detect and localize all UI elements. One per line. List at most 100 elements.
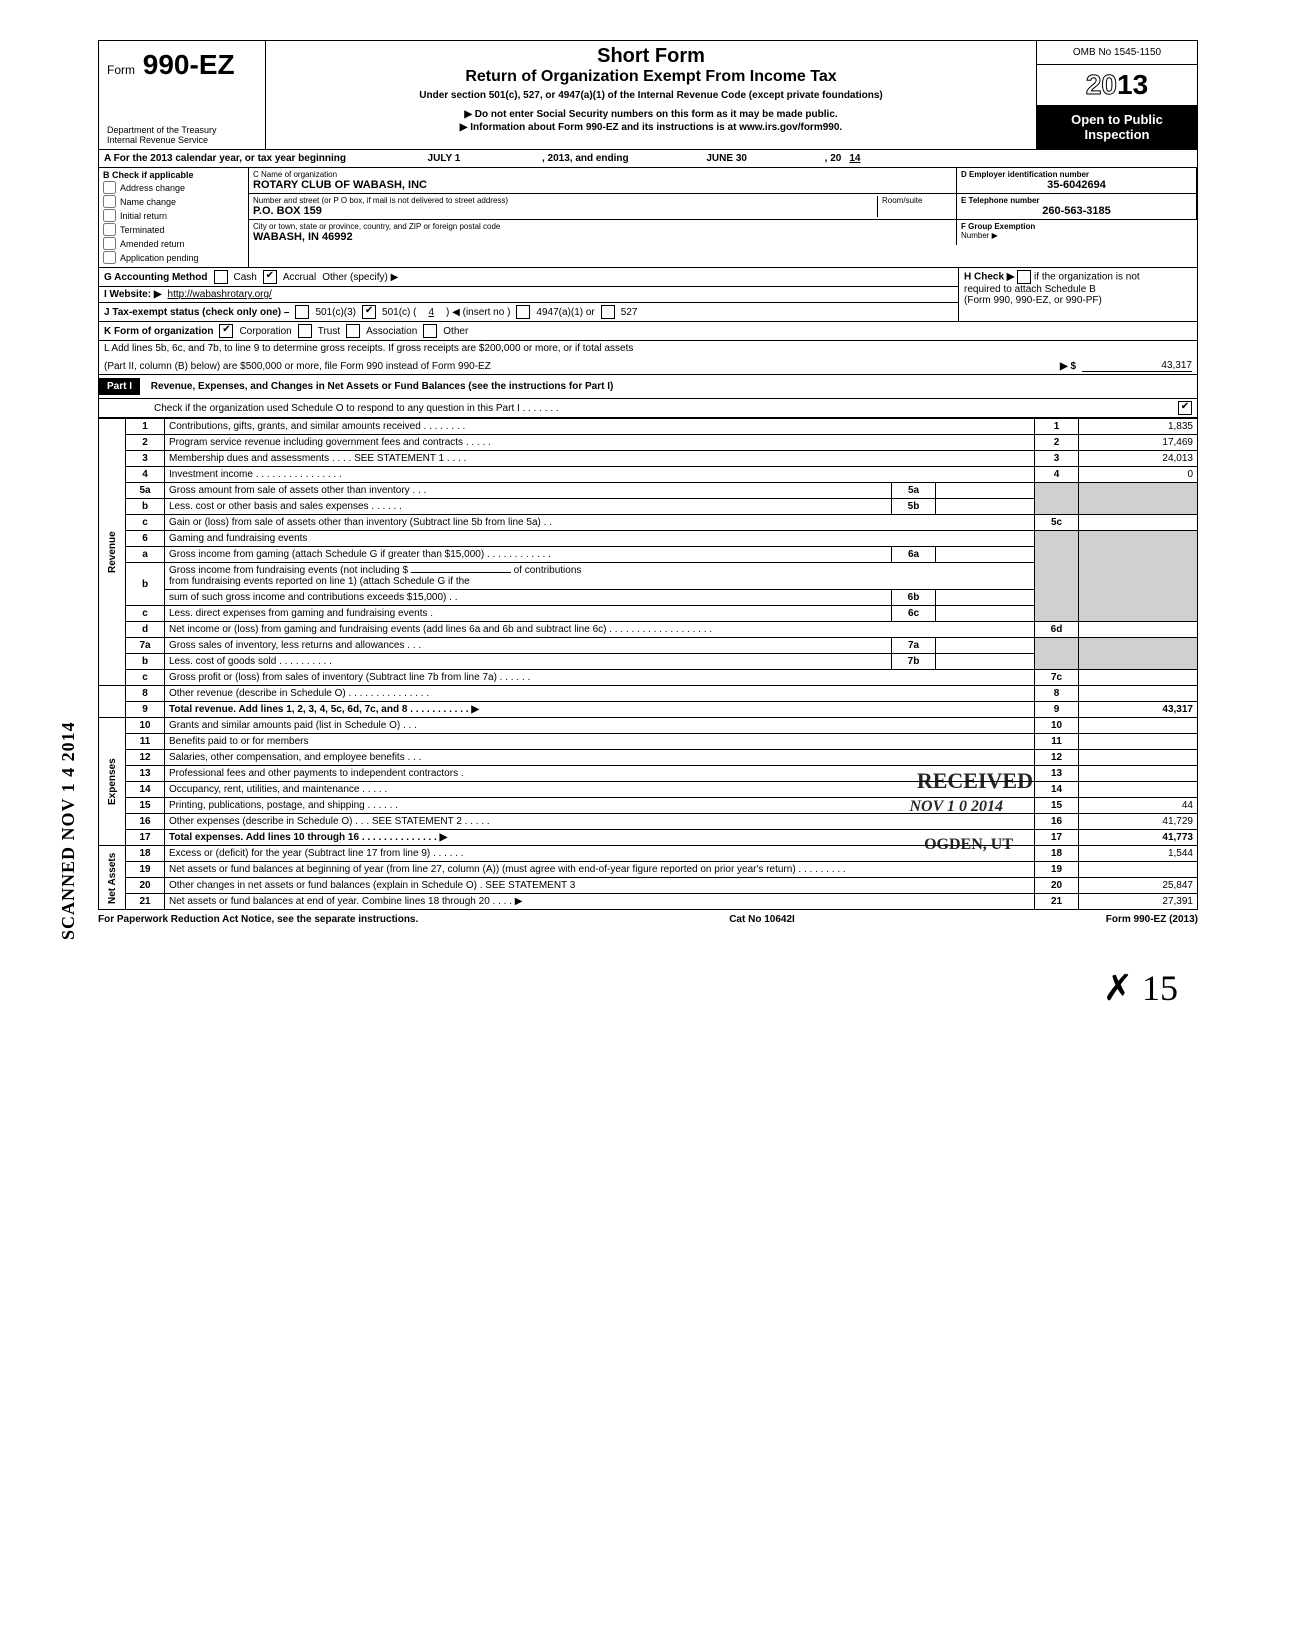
- part-i-title: Revenue, Expenses, and Changes in Net As…: [151, 381, 614, 392]
- check-initial-return[interactable]: [103, 209, 116, 222]
- line-11-desc: Benefits paid to or for members: [165, 734, 1035, 750]
- label-terminated: Terminated: [120, 225, 165, 235]
- line-19-num: 19: [126, 862, 165, 878]
- line-5c-desc: Gain or (loss) from sale of assets other…: [165, 515, 1035, 531]
- form-number: 990-EZ: [143, 49, 235, 80]
- line-7a-subbox: 7a: [892, 638, 936, 654]
- line-21-num: 21: [126, 894, 165, 910]
- line-17-val: 41,773: [1079, 830, 1198, 846]
- section-f-group: F Group Exemption Number ▶: [957, 220, 1197, 245]
- line-5c-box: 5c: [1035, 515, 1079, 531]
- label-trust: Trust: [318, 326, 340, 337]
- handwritten-mark: ✗ 15: [1103, 967, 1178, 1009]
- line-17-box: 17: [1035, 830, 1079, 846]
- line-6a-num: a: [126, 547, 165, 563]
- line-9-num: 9: [126, 702, 165, 718]
- line-7c-val: [1079, 670, 1198, 686]
- footer: For Paperwork Reduction Act Notice, see …: [98, 910, 1198, 929]
- line-6-num: 6: [126, 531, 165, 547]
- line-11-box: 11: [1035, 734, 1079, 750]
- line-1-desc: Contributions, gifts, grants, and simila…: [165, 419, 1035, 435]
- line-8-box: 8: [1035, 686, 1079, 702]
- line-16-desc: Other expenses (describe in Schedule O) …: [165, 814, 1035, 830]
- check-accrual[interactable]: ✔: [263, 270, 277, 284]
- label-501c3: 501(c)(3): [315, 307, 356, 318]
- check-association[interactable]: [346, 324, 360, 338]
- section-c-city: City or town, state or province, country…: [249, 220, 957, 245]
- line-10-num: 10: [126, 718, 165, 734]
- footer-left: For Paperwork Reduction Act Notice, see …: [98, 914, 418, 925]
- check-other-org[interactable]: [423, 324, 437, 338]
- subtitle: Under section 501(c), 527, or 4947(a)(1)…: [276, 90, 1026, 101]
- check-4947a1[interactable]: [516, 305, 530, 319]
- section-e-phone: E Telephone number 260-563-3185: [957, 194, 1197, 220]
- line-20-desc: Other changes in net assets or fund bala…: [165, 878, 1035, 894]
- part-i-label: Part I: [99, 378, 140, 395]
- line-14-num: 14: [126, 782, 165, 798]
- label-application-pending: Application pending: [120, 253, 199, 263]
- line-5a-subbox: 5a: [892, 483, 936, 499]
- line-16-num: 16: [126, 814, 165, 830]
- info-url: ▶ Information about Form 990-EZ and its …: [276, 122, 1026, 133]
- section-c-address: Number and street (or P O box, if mail i…: [249, 194, 957, 220]
- line-14-box: 14: [1035, 782, 1079, 798]
- short-form-title: Short Form: [276, 45, 1026, 68]
- line-16-box: 16: [1035, 814, 1079, 830]
- check-part-i-schedule-o[interactable]: ✔: [1178, 401, 1192, 415]
- line-15-desc: Printing, publications, postage, and shi…: [165, 798, 1035, 814]
- row-a-begin: JULY 1: [354, 153, 534, 164]
- side-revenue: Revenue: [99, 419, 126, 686]
- line-20-num: 20: [126, 878, 165, 894]
- line-8-desc: Other revenue (describe in Schedule O) .…: [165, 686, 1035, 702]
- line-5a-num: 5a: [126, 483, 165, 499]
- line-7ab-shade: [1035, 638, 1079, 670]
- line-19-box: 19: [1035, 862, 1079, 878]
- line-7ab-shade-val: [1079, 638, 1198, 670]
- line-6b-subval: [936, 590, 1035, 606]
- line-8-val: [1079, 686, 1198, 702]
- line-21-box: 21: [1035, 894, 1079, 910]
- section-b: B Check if applicable Address change Nam…: [99, 168, 249, 267]
- check-amended-return[interactable]: [103, 237, 116, 250]
- line-7a-num: 7a: [126, 638, 165, 654]
- line-15-val: 44: [1079, 798, 1198, 814]
- check-trust[interactable]: [298, 324, 312, 338]
- line-8-num: 8: [126, 686, 165, 702]
- label-501c-suffix: ) ◀ (insert no ): [446, 307, 510, 318]
- line-7b-desc: Less. cost of goods sold . . . . . . . .…: [165, 654, 892, 670]
- line-6d-desc: Net income or (loss) from gaming and fun…: [165, 622, 1035, 638]
- check-cash[interactable]: [214, 270, 228, 284]
- check-terminated[interactable]: [103, 223, 116, 236]
- footer-mid: Cat No 10642I: [729, 914, 795, 925]
- row-a-endyear: 14: [849, 153, 860, 164]
- check-501c3[interactable]: [295, 305, 309, 319]
- row-a-mid: , 2013, and ending: [542, 153, 629, 164]
- line-12-box: 12: [1035, 750, 1079, 766]
- check-h[interactable]: [1017, 270, 1031, 284]
- line-14-desc: Occupancy, rent, utilities, and maintena…: [165, 782, 1035, 798]
- line-11-val: [1079, 734, 1198, 750]
- line-6d-val: [1079, 622, 1198, 638]
- line-13-num: 13: [126, 766, 165, 782]
- check-address-change[interactable]: [103, 181, 116, 194]
- check-501c[interactable]: ✔: [362, 305, 376, 319]
- line-10-desc: Grants and similar amounts paid (list in…: [165, 718, 1035, 734]
- line-12-num: 12: [126, 750, 165, 766]
- line-18-num: 18: [126, 846, 165, 862]
- line-4-desc: Investment income . . . . . . . . . . . …: [165, 467, 1035, 483]
- line-7b-subbox: 7b: [892, 654, 936, 670]
- check-name-change[interactable]: [103, 195, 116, 208]
- row-j: J Tax-exempt status (check only one) – 5…: [98, 303, 958, 322]
- check-application-pending[interactable]: [103, 251, 116, 264]
- row-i: I Website: ▶ http://wabashrotary.org/: [98, 287, 958, 303]
- line-6a-subval: [936, 547, 1035, 563]
- line-6a-subbox: 6a: [892, 547, 936, 563]
- label-association: Association: [366, 326, 417, 337]
- line-2-val: 17,469: [1079, 435, 1198, 451]
- row-l: L Add lines 5b, 6c, and 7b, to line 9 to…: [98, 341, 1198, 375]
- check-corporation[interactable]: ✔: [219, 324, 233, 338]
- line-13-val: [1079, 766, 1198, 782]
- line-5a-subval: [936, 483, 1035, 499]
- check-527[interactable]: [601, 305, 615, 319]
- line-17-num: 17: [126, 830, 165, 846]
